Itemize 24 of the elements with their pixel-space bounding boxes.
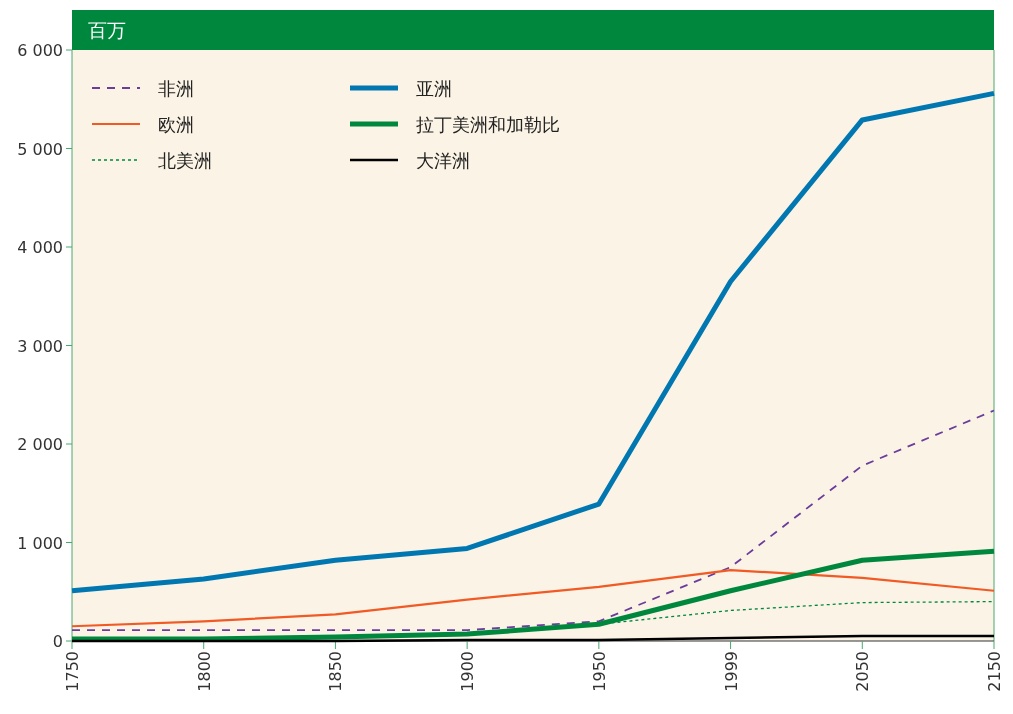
x-tick-label: 1750 — [63, 651, 82, 692]
x-tick-label: 1900 — [458, 651, 478, 692]
legend-label: 非洲 — [158, 78, 194, 99]
line-series — [71, 409, 995, 632]
legend-label: 大洋洲 — [416, 150, 470, 171]
y-tick-label: 1 000 — [17, 533, 63, 553]
y-tick-label: 4 000 — [17, 238, 63, 257]
legend-label: 拉丁美洲和加勒比 — [416, 114, 560, 135]
x-tick-label: 1800 — [194, 651, 214, 692]
y-axis-title: 百万 — [88, 19, 126, 41]
legend-label: 欧洲 — [158, 114, 194, 135]
legend-label: 北美洲 — [158, 150, 212, 171]
x-tick-label: 1999 — [721, 651, 741, 692]
y-tick-label: 2 000 — [17, 435, 63, 454]
y-tick-label: 6 000 — [17, 41, 63, 60]
x-tick-label: 2050 — [853, 651, 873, 692]
y-tick-label: 3 000 — [17, 336, 63, 356]
y-tick-label: 0 — [52, 632, 63, 651]
legend-label: 亚洲 — [416, 78, 452, 99]
x-tick-label: 1950 — [589, 651, 609, 692]
x-tick-label: 1850 — [326, 651, 346, 692]
x-tick-label: 2150 — [985, 651, 1004, 692]
line-series — [70, 568, 996, 628]
y-tick-label: 5 000 — [17, 139, 63, 159]
